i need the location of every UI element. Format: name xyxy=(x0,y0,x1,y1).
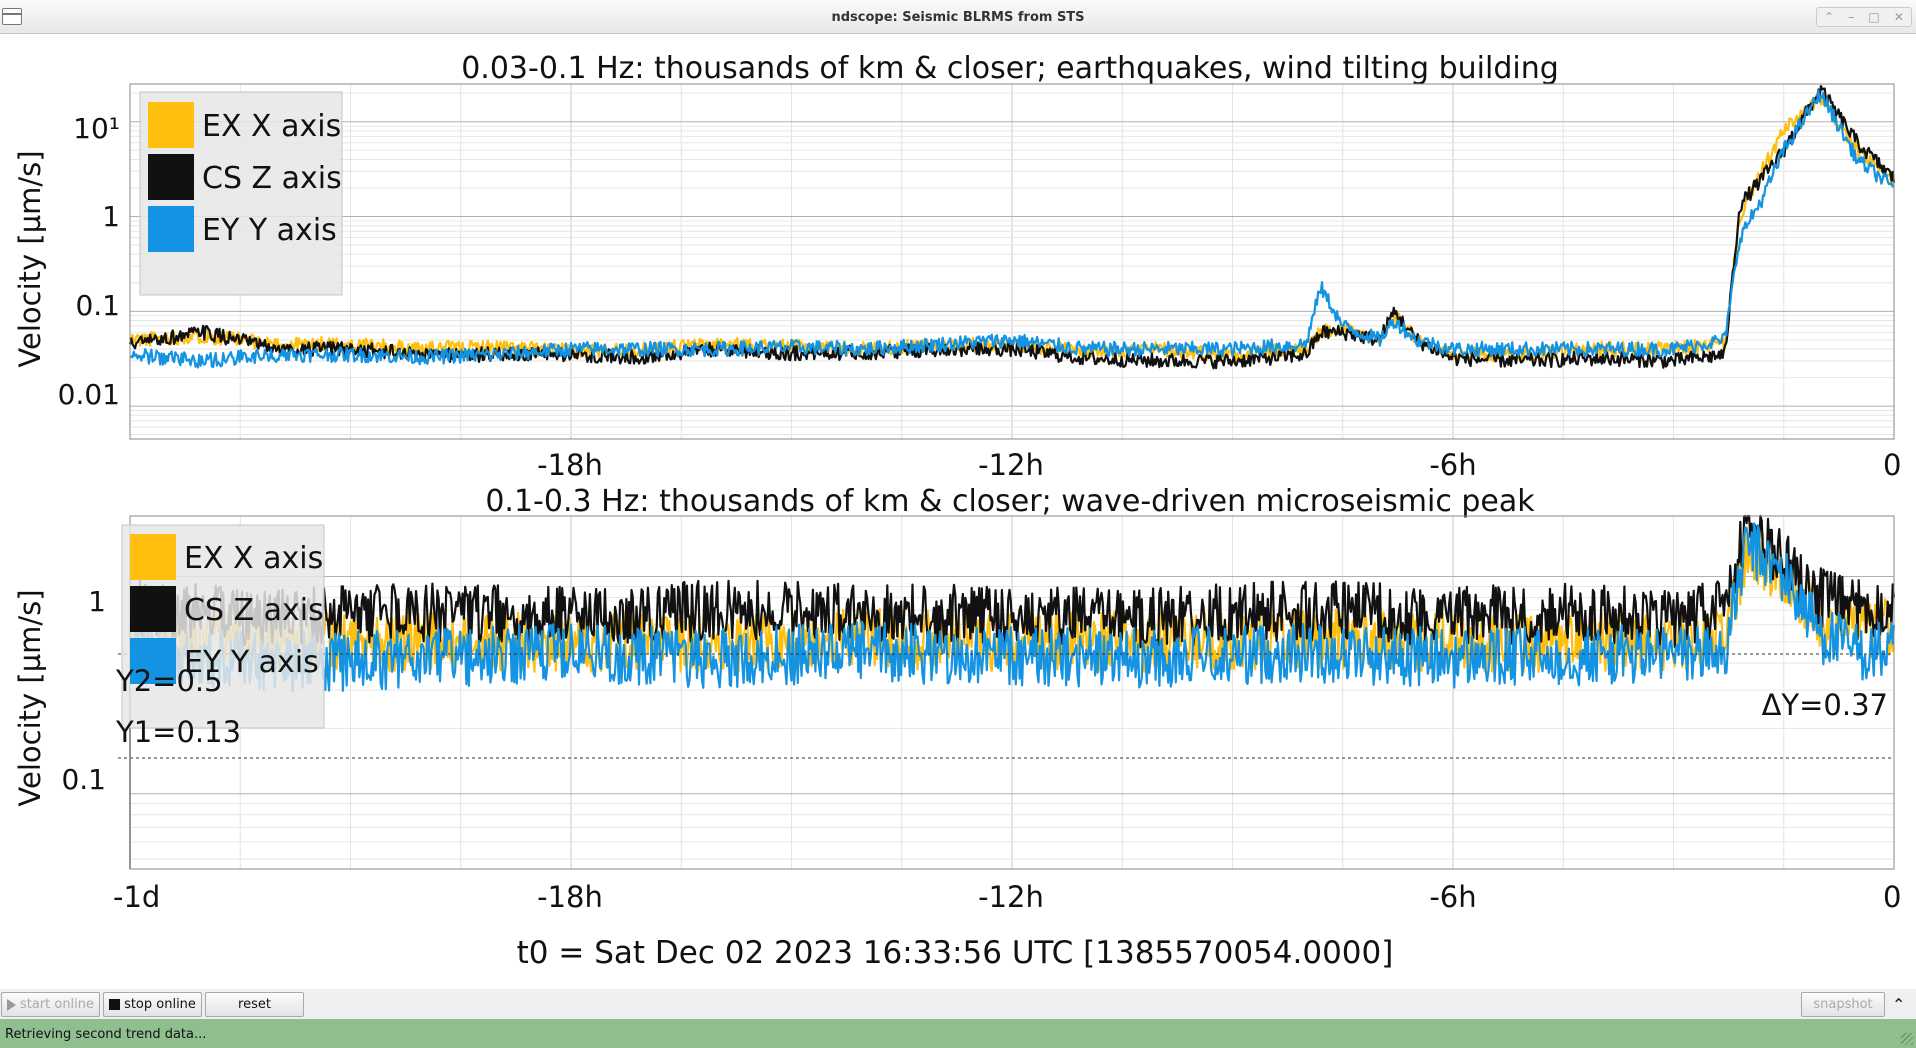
plot-1-legend-swatch-ex xyxy=(148,102,194,148)
plot-2-legend-ey: EY Y axis xyxy=(184,645,319,680)
plot-2-traces xyxy=(128,514,1896,693)
plot-2-legend-swatch-ey xyxy=(130,638,176,684)
status-text: Retrieving second trend data... xyxy=(5,1027,207,1042)
snapshot-label: snapshot xyxy=(1813,997,1873,1012)
plot-1-xtick-12h: -12h xyxy=(978,448,1044,482)
plot-1[interactable]: 0.03-0.1 Hz: thousands of km & closer; e… xyxy=(13,51,1901,482)
minimize-icon[interactable]: – xyxy=(1848,10,1855,24)
resize-grip-icon[interactable] xyxy=(1901,1033,1913,1045)
plot-2-ylabel: Velocity [µm/s] xyxy=(13,589,47,806)
plot-2-title: 0.1-0.3 Hz: thousands of km & closer; wa… xyxy=(485,484,1535,519)
cursor-y2-label: Y2=0.5 xyxy=(115,664,223,698)
plot-1-series-ey xyxy=(129,89,1895,369)
plot-2-series-cs xyxy=(128,514,1896,649)
plot-2-series-ey xyxy=(128,522,1896,693)
plot-1-traces xyxy=(128,84,1896,370)
plot-area[interactable]: 0.03-0.1 Hz: thousands of km & closer; e… xyxy=(0,34,1916,989)
plot-2-ytick-0.1: 0.1 xyxy=(61,763,106,796)
plot-2-xtick-18h: -18h xyxy=(537,880,603,914)
plot-1-legend-cs: CS Z axis xyxy=(202,161,342,196)
plot-2-ytick-1: 1 xyxy=(88,585,106,618)
chevron-up-icon[interactable]: ⌃ xyxy=(1892,995,1906,1014)
plot-2-legend-swatch-ex xyxy=(130,534,176,580)
plot-2-xtick-12h: -12h xyxy=(978,880,1044,914)
stop-icon xyxy=(109,999,121,1010)
plot-1-ytick-10: 10¹ xyxy=(73,112,120,145)
plot-1-ytick-0.01: 0.01 xyxy=(58,378,120,411)
plot-1-legend-ey: EY Y axis xyxy=(202,213,337,248)
plots-svg[interactable]: 0.03-0.1 Hz: thousands of km & closer; e… xyxy=(0,34,1916,989)
plot-1-legend[interactable]: EX X axis CS Z axis EY Y axis xyxy=(139,91,343,296)
snapshot-button[interactable]: snapshot xyxy=(1801,992,1885,1017)
close-icon[interactable]: ✕ xyxy=(1893,10,1904,24)
start-online-button[interactable]: start online xyxy=(1,992,100,1017)
maximize-icon[interactable]: □ xyxy=(1868,10,1880,24)
stop-online-label: stop online xyxy=(124,997,196,1012)
plot-1-legend-swatch-cs xyxy=(148,154,194,200)
control-bar: start online stop online reset snapshot … xyxy=(0,989,1916,1019)
window-controls: ⌃ – □ ✕ xyxy=(1816,7,1912,27)
window-menu-icon[interactable] xyxy=(2,8,22,25)
status-bar: Retrieving second trend data... xyxy=(0,1019,1916,1048)
reset-label: reset xyxy=(238,997,271,1012)
window-title: ndscope: Seismic BLRMS from STS xyxy=(831,10,1085,25)
plot-2-xtick-6h: -6h xyxy=(1429,880,1476,914)
stop-online-button[interactable]: stop online xyxy=(103,992,202,1017)
start-online-label: start online xyxy=(19,997,95,1012)
t0-label: t0 = Sat Dec 02 2023 16:33:56 UTC [13855… xyxy=(517,935,1394,971)
plot-1-xtick-18h: -18h xyxy=(537,448,603,482)
plot-1-ytick-1: 1 xyxy=(102,200,120,233)
plot-2-xtick-1d: -1d xyxy=(113,880,160,914)
plot-1-xtick-6h: -6h xyxy=(1429,448,1476,482)
plot-2-legend-cs: CS Z axis xyxy=(184,593,324,628)
plot-1-xtick-0: 0 xyxy=(1883,448,1901,482)
cursor-delta-label: ΔY=0.37 xyxy=(1762,688,1888,722)
keep-above-icon[interactable]: ⌃ xyxy=(1824,10,1835,24)
plot-1-frame xyxy=(129,83,1895,440)
plot-1-grid xyxy=(129,84,1895,439)
plot-1-ylabel: Velocity [µm/s] xyxy=(13,150,47,367)
plot-2-grid xyxy=(129,516,1895,869)
title-bar: ndscope: Seismic BLRMS from STS ⌃ – □ ✕ xyxy=(0,0,1916,34)
plot-1-legend-ex: EX X axis xyxy=(202,109,341,144)
plot-2[interactable]: 0.1-0.3 Hz: thousands of km & closer; wa… xyxy=(13,484,1901,914)
plot-2-legend-ex: EX X axis xyxy=(184,541,323,576)
plot-2-legend[interactable]: EX X axis CS Z axis EY Y axis xyxy=(121,524,325,729)
play-icon xyxy=(6,998,16,1011)
plot-2-xtick-0: 0 xyxy=(1883,880,1901,914)
plot-1-legend-swatch-ey xyxy=(148,206,194,252)
plot-2-legend-swatch-cs xyxy=(130,586,176,632)
cursor-y1-label: Y1=0.13 xyxy=(115,715,241,749)
plot-1-ytick-0.1: 0.1 xyxy=(75,289,120,322)
reset-button[interactable]: reset xyxy=(205,992,304,1017)
plot-1-title: 0.03-0.1 Hz: thousands of km & closer; e… xyxy=(461,51,1559,86)
